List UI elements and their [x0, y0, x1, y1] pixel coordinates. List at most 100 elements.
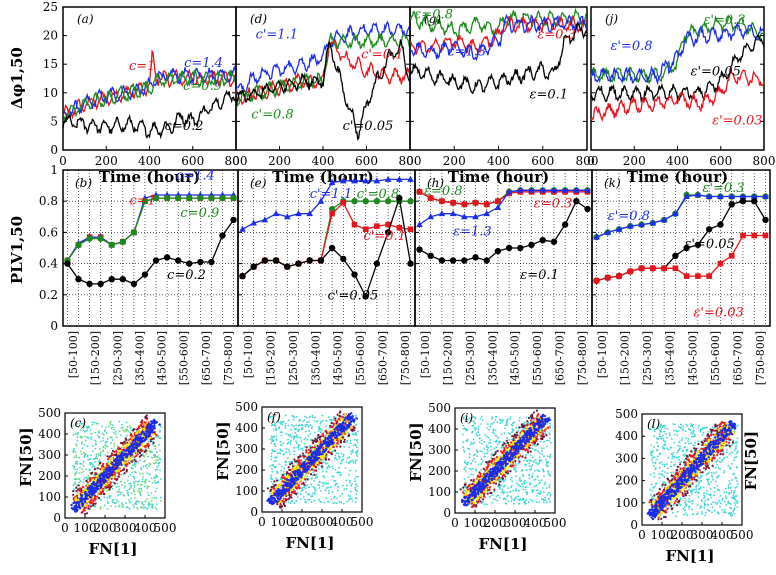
- scatter-point: [334, 480, 337, 482]
- scatter-point: [75, 486, 78, 489]
- scatter-point: [279, 431, 282, 433]
- scatter-point: [309, 449, 312, 452]
- scatter-point: [301, 423, 303, 426]
- y-tick-label: 5: [50, 114, 58, 128]
- scatter-point: [142, 449, 145, 452]
- data-point: [283, 213, 291, 220]
- scatter-point: [335, 438, 339, 441]
- scatter-point: [101, 472, 105, 475]
- y-tick-label: 500: [38, 406, 61, 420]
- scatter-point: [487, 446, 489, 449]
- scatter-point: [151, 503, 154, 506]
- data-point: [174, 257, 182, 264]
- y-tick-label: 300: [235, 442, 258, 456]
- data-point: [683, 193, 690, 200]
- data-point: [396, 175, 403, 182]
- scatter-point: [322, 450, 325, 454]
- panel-c: 00100100200200300300400400500500(c)FN[1]…: [17, 406, 176, 558]
- scatter-point: [305, 451, 308, 454]
- data-point: [416, 246, 423, 253]
- scatter-point: [290, 500, 293, 503]
- scatter-point: [122, 458, 125, 462]
- scatter-point: [74, 451, 77, 453]
- scatter-point: [134, 460, 138, 463]
- data-point: [362, 198, 369, 205]
- data-point: [317, 257, 325, 264]
- scatter-point: [322, 461, 324, 463]
- data-point: [627, 268, 634, 275]
- scatter-point: [274, 484, 277, 487]
- scatter-point: [140, 431, 144, 434]
- scatter-point: [78, 456, 81, 459]
- scatter-point: [347, 494, 350, 497]
- scatter-point: [304, 478, 307, 481]
- scatter-point: [312, 416, 314, 419]
- scatter-point: [160, 426, 162, 428]
- scatter-point: [118, 485, 120, 488]
- data-point: [728, 253, 735, 259]
- scatter-point: [514, 462, 517, 465]
- scatter-point: [150, 450, 152, 452]
- scatter-point: [544, 496, 547, 499]
- scatter-point: [90, 485, 94, 488]
- scatter-point: [349, 423, 352, 426]
- scatter-point: [509, 416, 512, 418]
- series-label: c=1.4: [184, 56, 223, 71]
- scatter-point: [477, 463, 480, 466]
- scatter-point: [510, 500, 513, 503]
- scatter-point: [284, 427, 287, 429]
- data-point: [208, 194, 215, 202]
- scatter-point: [468, 456, 471, 459]
- scatter-point: [287, 501, 290, 504]
- scatter-point: [354, 462, 357, 464]
- scatter-point: [159, 430, 161, 433]
- scatter-point: [140, 427, 143, 430]
- scatter-point: [104, 447, 107, 450]
- scatter-point: [153, 480, 156, 482]
- scatter-point: [275, 499, 278, 503]
- scatter-point: [517, 430, 520, 432]
- scatter-point: [337, 489, 339, 492]
- scatter-point: [118, 488, 121, 491]
- scatter-point: [320, 501, 323, 503]
- scatter-point: [472, 438, 475, 441]
- scatter-point: [472, 473, 475, 476]
- y-tick-label: 200: [38, 469, 61, 483]
- scatter-point: [503, 497, 506, 500]
- scatter-point: [290, 485, 293, 489]
- scatter-point: [296, 482, 299, 485]
- scatter-point: [524, 479, 526, 482]
- scatter-point: [345, 488, 348, 490]
- scatter-point: [106, 489, 108, 492]
- scatter-point: [76, 436, 79, 438]
- scatter-point: [147, 504, 150, 506]
- scatter-point: [119, 454, 122, 457]
- scatter-point: [159, 458, 162, 461]
- scatter-point: [272, 487, 275, 490]
- scatter-point: [128, 507, 131, 510]
- scatter-point: [272, 489, 275, 492]
- y-tick-label: 400: [235, 421, 258, 435]
- data-point: [351, 271, 358, 278]
- y-tick-label: 0.6: [39, 225, 58, 239]
- panel-k: [50-100] [150-200] [250-300] [350-400] [450-…: [591, 169, 771, 385]
- data-point: [230, 216, 237, 224]
- scatter-point: [329, 418, 331, 421]
- data-point: [449, 257, 457, 264]
- scatter-point: [493, 447, 496, 450]
- data-point: [483, 257, 490, 264]
- scatter-point: [146, 472, 149, 474]
- data-point: [239, 272, 246, 280]
- scatter-point: [504, 427, 506, 430]
- scatter-point: [494, 429, 497, 432]
- scatter-point: [306, 423, 308, 426]
- scatter-point: [301, 471, 304, 474]
- scatter-point: [305, 430, 307, 433]
- scatter-point: [300, 487, 303, 490]
- scatter-point: [486, 448, 488, 451]
- scatter-point: [277, 497, 280, 500]
- y-tick-label: 25: [43, 0, 58, 14]
- scatter-point: [310, 439, 312, 442]
- scatter-point: [275, 427, 277, 430]
- scatter-point: [353, 438, 356, 441]
